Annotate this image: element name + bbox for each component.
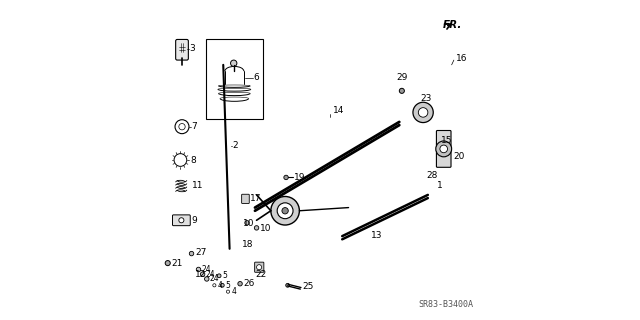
FancyBboxPatch shape: [242, 194, 249, 204]
Circle shape: [179, 218, 184, 223]
Circle shape: [277, 203, 293, 219]
Text: 28: 28: [426, 172, 438, 180]
Text: 2: 2: [233, 141, 238, 150]
Circle shape: [413, 102, 433, 123]
FancyBboxPatch shape: [436, 131, 451, 167]
Circle shape: [217, 274, 221, 278]
Text: 8: 8: [190, 156, 196, 164]
Circle shape: [212, 284, 216, 287]
Circle shape: [205, 277, 209, 281]
Circle shape: [282, 208, 288, 214]
Circle shape: [419, 108, 428, 117]
Text: 26: 26: [243, 279, 255, 288]
Text: 24: 24: [202, 265, 211, 274]
FancyBboxPatch shape: [173, 215, 190, 226]
Circle shape: [175, 120, 189, 134]
Text: 10: 10: [243, 219, 255, 228]
Circle shape: [220, 284, 224, 287]
Text: 5: 5: [222, 271, 227, 280]
Text: 15: 15: [440, 136, 452, 146]
Text: 18: 18: [243, 240, 254, 249]
Circle shape: [254, 226, 259, 230]
Circle shape: [271, 196, 300, 225]
Circle shape: [257, 265, 262, 270]
Circle shape: [440, 145, 447, 153]
Text: 1: 1: [437, 181, 443, 190]
Text: 9: 9: [191, 216, 197, 225]
Circle shape: [245, 220, 249, 225]
Text: 3: 3: [189, 44, 195, 53]
Text: 16: 16: [456, 54, 468, 63]
FancyBboxPatch shape: [206, 39, 263, 119]
Text: 29: 29: [396, 73, 408, 82]
Text: 4: 4: [231, 287, 236, 296]
Circle shape: [189, 252, 194, 256]
Text: 7: 7: [191, 122, 197, 131]
Text: 11: 11: [191, 181, 203, 190]
Circle shape: [227, 290, 230, 293]
Circle shape: [238, 282, 243, 286]
Text: 20: 20: [453, 152, 465, 161]
Text: 25: 25: [303, 282, 314, 292]
Circle shape: [200, 272, 205, 276]
Text: 22: 22: [255, 270, 266, 279]
Text: 24: 24: [210, 275, 220, 284]
Circle shape: [436, 141, 452, 157]
FancyBboxPatch shape: [175, 39, 188, 60]
Text: 27: 27: [196, 248, 207, 258]
Circle shape: [230, 60, 237, 67]
Text: 21: 21: [172, 259, 183, 268]
Text: 24: 24: [206, 270, 216, 279]
Text: 10: 10: [260, 224, 272, 233]
Text: 14: 14: [333, 106, 344, 115]
Text: 13: 13: [371, 231, 382, 240]
Text: 6: 6: [253, 73, 259, 82]
Circle shape: [179, 124, 185, 130]
Circle shape: [165, 260, 170, 266]
Circle shape: [196, 267, 201, 272]
Circle shape: [174, 154, 187, 166]
Text: SR83-B3400A: SR83-B3400A: [419, 300, 474, 309]
Circle shape: [399, 88, 404, 93]
Circle shape: [284, 175, 288, 180]
Circle shape: [285, 284, 289, 287]
Text: FR.: FR.: [443, 20, 462, 30]
Text: 19: 19: [294, 173, 305, 182]
FancyBboxPatch shape: [255, 262, 264, 272]
Text: 12: 12: [195, 270, 206, 279]
Text: 17: 17: [250, 194, 261, 203]
Text: 5: 5: [225, 281, 230, 290]
Text: 4: 4: [218, 281, 223, 290]
Text: 23: 23: [420, 94, 431, 103]
